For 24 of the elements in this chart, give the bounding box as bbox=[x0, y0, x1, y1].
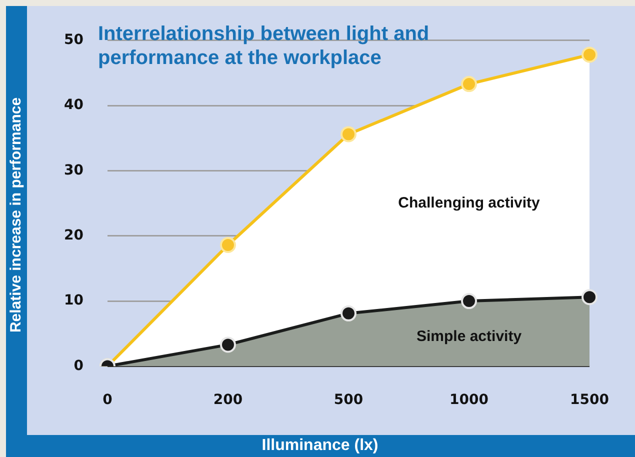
x-tick-label: 200 bbox=[213, 392, 243, 408]
x-tick-label: 1000 bbox=[450, 392, 489, 408]
x-tick-label: 0 bbox=[102, 392, 113, 408]
series-label: Simple activity bbox=[416, 328, 522, 346]
y-tick-label: 10 bbox=[64, 292, 84, 309]
series-label: Challenging activity bbox=[398, 194, 541, 212]
chart-title: Interrelationship between light and performance at the workplace bbox=[98, 22, 430, 70]
point bbox=[220, 336, 236, 353]
x-tick-label: 500 bbox=[334, 392, 364, 408]
y-tick-label: 40 bbox=[64, 97, 84, 114]
y-tick-label: 20 bbox=[64, 228, 84, 244]
point bbox=[582, 46, 598, 63]
y-tick-label: 50 bbox=[64, 32, 84, 48]
y-axis-title: Relative increase in performance bbox=[8, 97, 24, 333]
point bbox=[582, 289, 598, 306]
y-tick-label: 30 bbox=[64, 162, 84, 178]
point bbox=[340, 305, 356, 322]
x-axis-title: Illuminance (lx) bbox=[262, 437, 378, 455]
point bbox=[340, 126, 356, 142]
x-tick-label: 1500 bbox=[570, 392, 610, 408]
point bbox=[461, 76, 478, 92]
y-tick-label: 0 bbox=[74, 358, 84, 374]
point bbox=[461, 293, 478, 310]
point bbox=[220, 237, 236, 254]
